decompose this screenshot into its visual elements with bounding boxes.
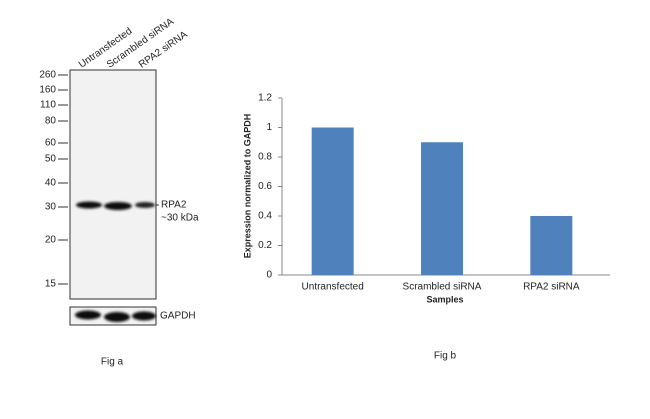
bar [421, 142, 463, 275]
x-tick-label: Scrambled siRNA [403, 282, 482, 293]
marker-label: 110 [40, 100, 56, 111]
x-axis-title: Samples [426, 294, 463, 304]
marker-label: 40 [45, 178, 57, 189]
marker-label: 80 [45, 116, 57, 127]
blot-panel [69, 69, 157, 300]
band [76, 201, 102, 209]
band [104, 202, 132, 210]
caption: Fig b [434, 351, 457, 362]
marker-label: 60 [45, 138, 57, 149]
gapdh-bands [75, 310, 156, 322]
band [104, 312, 130, 322]
band [75, 310, 101, 320]
marker-label: 260 [39, 70, 56, 81]
marker-label: 15 [45, 279, 57, 290]
y-tick-label: 0.6 [258, 181, 272, 192]
y-tick-label: 1 [266, 122, 272, 133]
bar [530, 216, 573, 275]
x-tick-label: RPA2 siRNA [523, 282, 580, 293]
y-tick-label: 0.8 [258, 152, 272, 163]
y-tick-label: 1.2 [258, 93, 272, 104]
loading-control: GAPDH [160, 311, 196, 322]
band [132, 311, 156, 321]
band [135, 202, 155, 208]
x-tick-label: Untransfected [302, 282, 364, 293]
y-tick-label: 0 [266, 270, 272, 281]
marker-label: 50 [45, 154, 57, 165]
band-label: RPA2 [161, 200, 187, 211]
y-axis-title: Expression normalized to GAPDH [242, 114, 252, 259]
marker-label: 160 [39, 85, 56, 96]
y-tick-label: 0.2 [258, 240, 272, 251]
band-size: ~30 kDa [161, 213, 199, 224]
y-tick-label: 0.4 [258, 211, 272, 222]
caption: Fig a [101, 357, 124, 368]
marker-label: 30 [45, 202, 57, 213]
bar [311, 127, 354, 275]
marker-label: 20 [45, 235, 57, 246]
bands [76, 201, 155, 210]
